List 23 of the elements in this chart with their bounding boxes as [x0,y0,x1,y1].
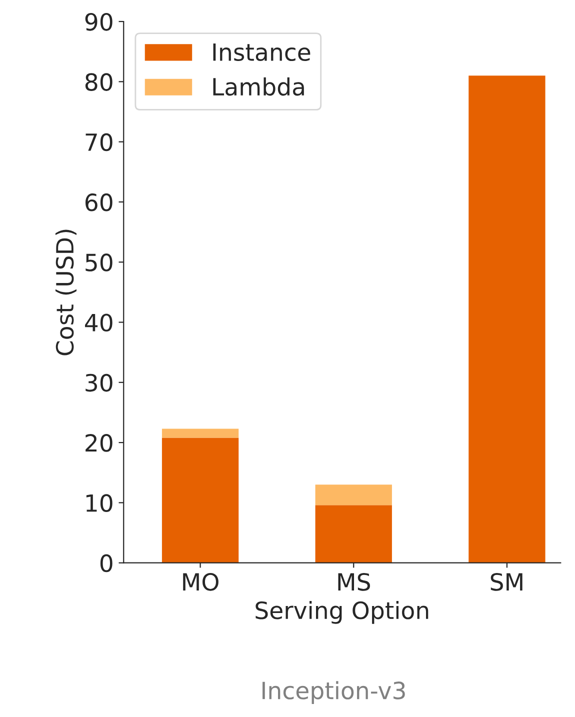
x-axis-title: Serving Option [256,600,428,624]
y-tick-label: 60 [86,193,112,212]
y-tick-label: 40 [85,314,112,332]
y-tick-label: 50 [86,254,112,272]
bar [162,438,239,563]
bar [162,428,239,438]
y-tick-label: 0 [100,554,112,572]
text: Inception-v3 [262,681,405,704]
x-tick-label: SM [490,572,522,591]
y-axis-title: Cost (USD) [55,230,77,356]
x-tick-label: MO [183,572,218,591]
y-tick-label: 30 [86,374,112,392]
y-tick-label: 70 [86,133,112,152]
y-tick-label: 10 [86,494,112,512]
y-tick-label: 90 [85,12,112,31]
bar [468,76,546,563]
legend-label: Instance [213,43,310,62]
bar [315,505,392,563]
y-tick-label: 20 [86,434,112,452]
x-tick-label: MS [338,572,370,591]
y-tick-label: 80 [85,73,112,91]
legend-label: Lambda [213,77,304,96]
bar [315,484,392,506]
